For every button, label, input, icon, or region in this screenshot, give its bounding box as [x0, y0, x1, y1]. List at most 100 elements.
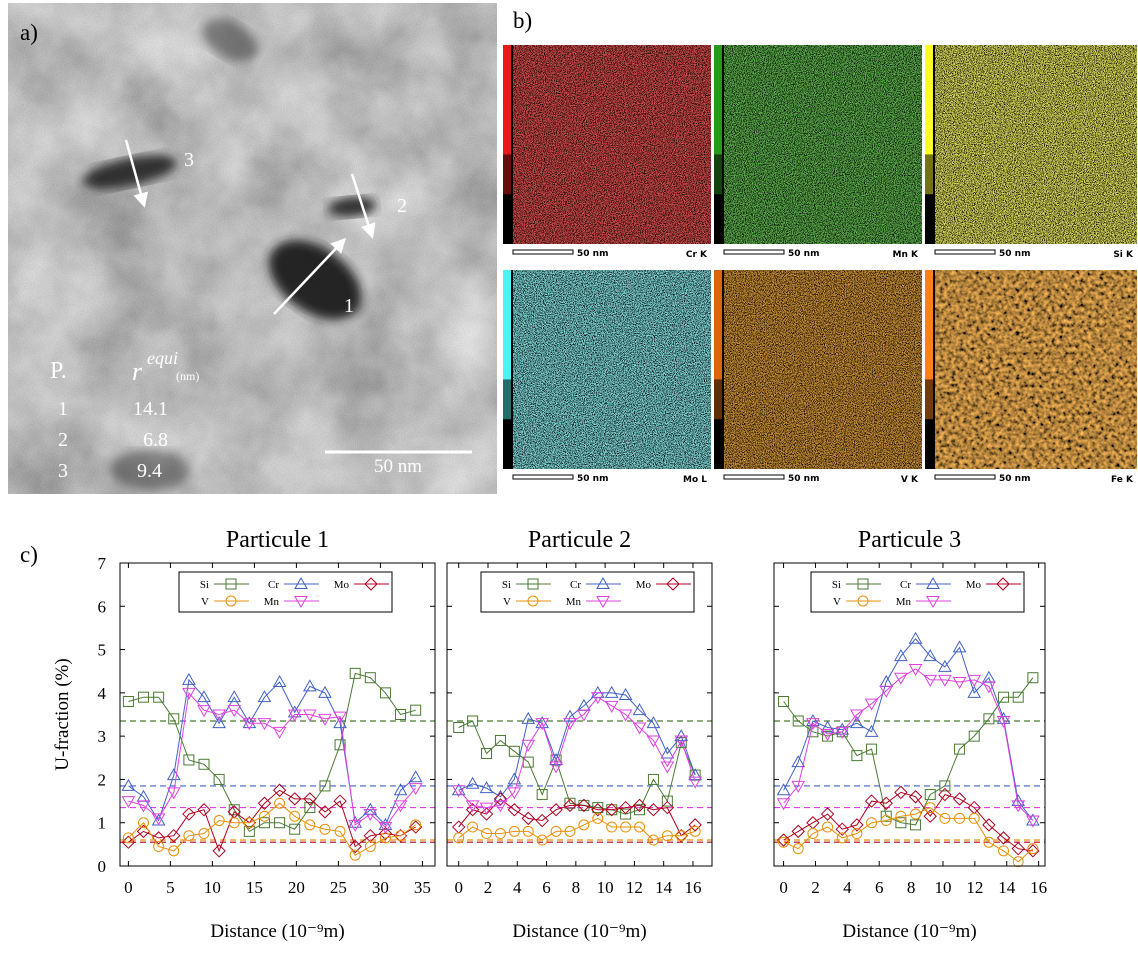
marker: [688, 776, 703, 789]
x-tick-label: 8: [907, 878, 916, 897]
marker: [646, 803, 661, 817]
marker: [996, 831, 1011, 845]
marker: [620, 808, 632, 820]
marker: [776, 783, 791, 796]
marker: [274, 797, 286, 809]
x-tick-label: 12: [626, 878, 643, 897]
marker: [521, 711, 536, 724]
map-label: Fe K: [1111, 475, 1134, 485]
color-scale: [925, 379, 933, 420]
marker: [604, 685, 619, 698]
marker: [507, 803, 522, 817]
marker: [1012, 691, 1024, 703]
marker: [850, 716, 864, 729]
marker: [577, 798, 591, 813]
legend-marker: [857, 578, 869, 590]
marker: [549, 803, 563, 817]
y-tick-label: 1: [98, 814, 107, 833]
series-line: [458, 798, 696, 837]
legend-label: Cr: [570, 579, 581, 591]
marker: [318, 685, 332, 698]
marker: [378, 822, 393, 835]
color-scale: [503, 379, 511, 420]
legend-marker: [666, 577, 680, 591]
map-label: Cr K: [686, 250, 708, 260]
legend-label: Si: [502, 579, 511, 591]
marker: [954, 743, 966, 755]
scale-label: 50 nm: [577, 249, 608, 259]
x-tick-label: 0: [779, 878, 788, 897]
marker: [319, 780, 331, 792]
scale-label: 50 nm: [374, 456, 422, 477]
scale-label: 50 nm: [788, 249, 819, 259]
legend-marker: [364, 577, 378, 591]
marker: [660, 761, 675, 774]
marker: [564, 797, 576, 809]
y-axis-title: U-fraction (%): [52, 658, 73, 770]
marker: [334, 825, 346, 837]
marker: [288, 792, 302, 806]
series-line: [783, 668, 1034, 821]
particle-label: 1: [344, 295, 354, 317]
marker: [349, 667, 361, 679]
marker: [182, 687, 196, 700]
marker: [302, 679, 317, 692]
marker: [481, 828, 493, 840]
x-tick-label: 12: [966, 878, 983, 897]
table-cell: 6.8: [143, 429, 168, 451]
marker: [138, 691, 150, 703]
marker: [408, 820, 423, 834]
marker: [894, 672, 908, 685]
marker: [198, 758, 210, 770]
marker: [660, 800, 675, 815]
marker: [197, 705, 211, 718]
color-scale: [925, 154, 933, 195]
marker: [604, 700, 619, 713]
marker: [923, 649, 938, 662]
series-line: [458, 692, 696, 798]
marker: [952, 677, 967, 690]
marker: [646, 735, 661, 748]
marker: [807, 828, 819, 840]
marker: [481, 747, 493, 759]
marker: [227, 705, 242, 718]
map-image: [513, 270, 711, 469]
marker: [880, 810, 892, 822]
marker: [605, 803, 619, 817]
marker: [776, 798, 791, 811]
marker: [319, 823, 331, 835]
marker: [212, 716, 226, 729]
marker: [952, 640, 967, 653]
x-tick-label: 15: [246, 878, 263, 897]
marker: [982, 681, 996, 694]
marker: [689, 825, 701, 837]
legend-label: Mn: [896, 596, 912, 608]
series-line: [783, 791, 1033, 852]
marker: [467, 821, 479, 833]
marker: [465, 776, 480, 789]
marker: [661, 830, 673, 842]
y-tick-label: 4: [98, 684, 107, 703]
chart-title: Particule 3: [858, 527, 961, 553]
color-scale: [925, 270, 933, 380]
legend-label: Si: [832, 579, 841, 591]
marker: [393, 800, 408, 813]
color-scale: [714, 45, 722, 155]
table-cell: 14.1: [133, 398, 168, 420]
marker: [122, 832, 134, 844]
marker: [182, 807, 196, 821]
legend: Si Cr Mo V Mn: [480, 571, 695, 613]
marker: [982, 670, 996, 683]
marker: [364, 672, 376, 684]
marker: [198, 828, 210, 840]
marker: [807, 726, 819, 738]
x-axis-title: Distance (10⁻⁹m): [512, 921, 646, 942]
marker: [122, 696, 134, 708]
eds-maps: 50 nm Cr K 50 nm Mn K 50 nm Si K 50 nm Mo L 50 n…: [503, 45, 1137, 487]
marker: [333, 716, 347, 729]
color-scale: [503, 270, 511, 380]
marker: [333, 711, 347, 724]
color-scale: [925, 45, 933, 155]
marker: [632, 703, 647, 716]
marker: [791, 755, 806, 768]
